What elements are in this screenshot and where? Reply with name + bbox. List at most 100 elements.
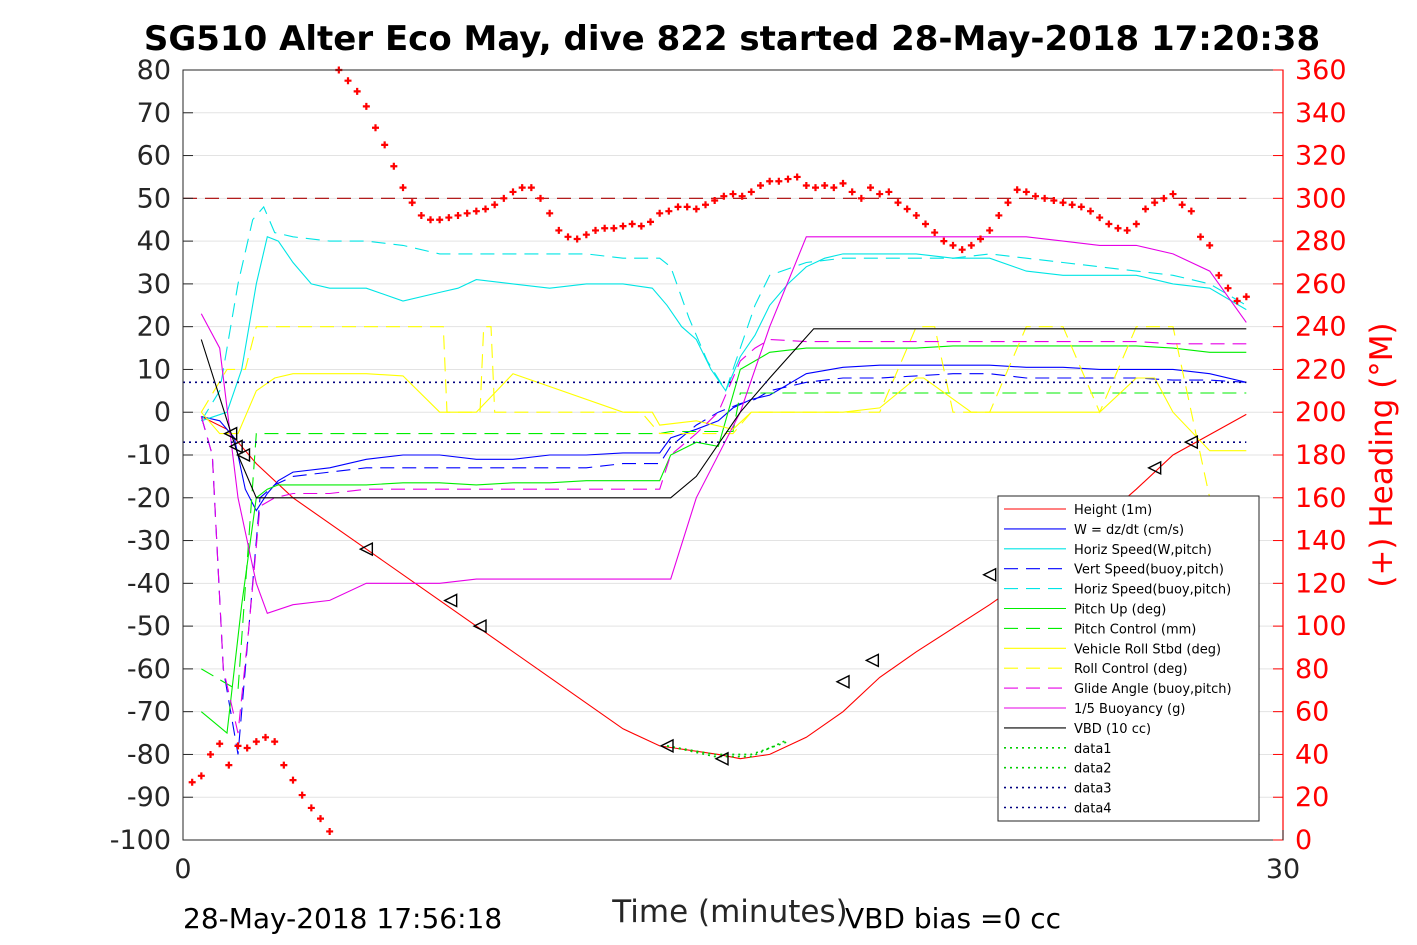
legend-label-7: Vehicle Roll Stbd (deg): [1074, 642, 1221, 657]
legend-label-9: Glide Angle (buoy,pitch): [1074, 682, 1232, 697]
legend-label-2: Horiz Speed(W,pitch): [1074, 543, 1212, 558]
heading-point: [857, 194, 865, 202]
series-line-7: [200, 373, 1247, 452]
right-tick-label: 260: [1295, 269, 1347, 300]
series-line-5: [200, 345, 1247, 735]
heading-point: [967, 241, 975, 249]
heading-point: [1178, 201, 1186, 209]
left-tick-label: -20: [127, 483, 171, 514]
triangle-marker: [714, 751, 729, 766]
heading-point: [353, 87, 361, 95]
triangle-marker: [659, 738, 674, 754]
heading-point: [445, 214, 453, 222]
heading-point: [683, 203, 691, 211]
right-tick-label: 20: [1295, 782, 1329, 813]
heading-point: [1096, 214, 1104, 222]
x-tick-label: 30: [1266, 854, 1300, 885]
heading-point: [372, 124, 379, 132]
heading-point: [729, 190, 737, 198]
heading-point: [802, 182, 810, 189]
legend-label-5: Pitch Up (deg): [1074, 603, 1166, 618]
heading-point: [692, 205, 700, 213]
heading-point: [1215, 271, 1223, 279]
series-line-3: [200, 373, 1247, 755]
heading-point: [399, 184, 407, 192]
legend-label-13: data2: [1074, 762, 1112, 777]
legend-label-15: data4: [1074, 802, 1112, 817]
heading-point: [876, 190, 884, 198]
heading-point: [234, 742, 242, 750]
heading-point: [1105, 220, 1113, 228]
triangle-marker: [835, 674, 850, 689]
heading-point: [463, 209, 471, 217]
legend-label-10: 1/5 Buoyancy (g): [1074, 702, 1185, 717]
left-tick-label: -10: [127, 440, 171, 471]
x-tick-label: 0: [174, 854, 191, 885]
heading-point: [1187, 207, 1195, 215]
heading-point: [1160, 194, 1168, 202]
right-tick-label: 40: [1295, 739, 1329, 770]
series-line-6: [201, 392, 1247, 692]
heading-point: [903, 205, 911, 213]
chart-title: SG510 Alter Eco May, dive 822 started 28…: [144, 19, 1320, 59]
series-line-13: [666, 738, 789, 758]
heading-point: [711, 196, 719, 204]
heading-point: [1077, 203, 1085, 211]
heading-point: [216, 740, 224, 748]
heading-point: [793, 173, 801, 181]
heading-point: [720, 192, 728, 200]
heading-point: [1224, 284, 1232, 292]
heading-point: [656, 209, 664, 217]
series-line-12: [666, 740, 789, 756]
legend-label-12: data1: [1074, 742, 1112, 757]
heading-point: [381, 141, 389, 149]
legend-label-14: data3: [1074, 782, 1112, 797]
heading-point: [326, 827, 334, 835]
legend-label-0: Height (1m): [1074, 503, 1152, 518]
left-tick-label: -80: [127, 739, 171, 770]
legend-label-6: Pitch Control (mm): [1074, 622, 1196, 637]
right-axis-label: (+) Heading (°M): [1364, 322, 1400, 587]
series-line-2: [201, 236, 1247, 422]
right-tick-label: 120: [1295, 568, 1347, 599]
left-tick-label: -70: [127, 697, 171, 728]
heading-point: [1059, 199, 1067, 207]
triangle-marker: [864, 653, 880, 668]
heading-point: [1114, 224, 1122, 232]
heading-point: [1032, 192, 1039, 200]
heading-point: [546, 209, 554, 217]
heading-point: [252, 738, 260, 746]
heading-point: [289, 776, 297, 784]
heading-point: [747, 188, 755, 196]
heading-point: [408, 199, 416, 207]
heading-point: [225, 761, 233, 769]
triangle-marker: [1147, 460, 1162, 475]
left-tick-label: 60: [137, 141, 171, 172]
right-tick-label: 360: [1295, 55, 1347, 86]
heading-point: [344, 77, 352, 85]
left-axis: 80 70 60 50 40 30 20 10 0 -10 -20 -30 -40 -50 -60 -70 -8…: [110, 55, 193, 856]
heading-point: [757, 182, 764, 189]
heading-point: [454, 211, 462, 219]
heading-point: [472, 207, 480, 215]
heading-point: [564, 233, 572, 241]
heading-point: [619, 222, 627, 230]
right-tick-label: 180: [1295, 440, 1347, 471]
heading-point: [271, 738, 279, 746]
triangle-marker: [235, 447, 251, 463]
heading-point: [518, 184, 526, 192]
heading-point: [1132, 220, 1140, 228]
heading-point: [867, 184, 874, 192]
heading-point: [491, 201, 499, 209]
heading-point: [298, 791, 306, 799]
heading-point: [262, 733, 269, 741]
right-tick-label: 200: [1295, 397, 1347, 428]
left-tick-label: 30: [137, 269, 171, 300]
heading-point: [784, 175, 792, 183]
heading-point: [280, 761, 288, 769]
marker-layer: [223, 426, 1199, 766]
series-line-8: [200, 326, 1211, 498]
triangle-marker: [472, 618, 487, 634]
heading-point: [628, 220, 636, 228]
heading-point: [592, 226, 599, 234]
